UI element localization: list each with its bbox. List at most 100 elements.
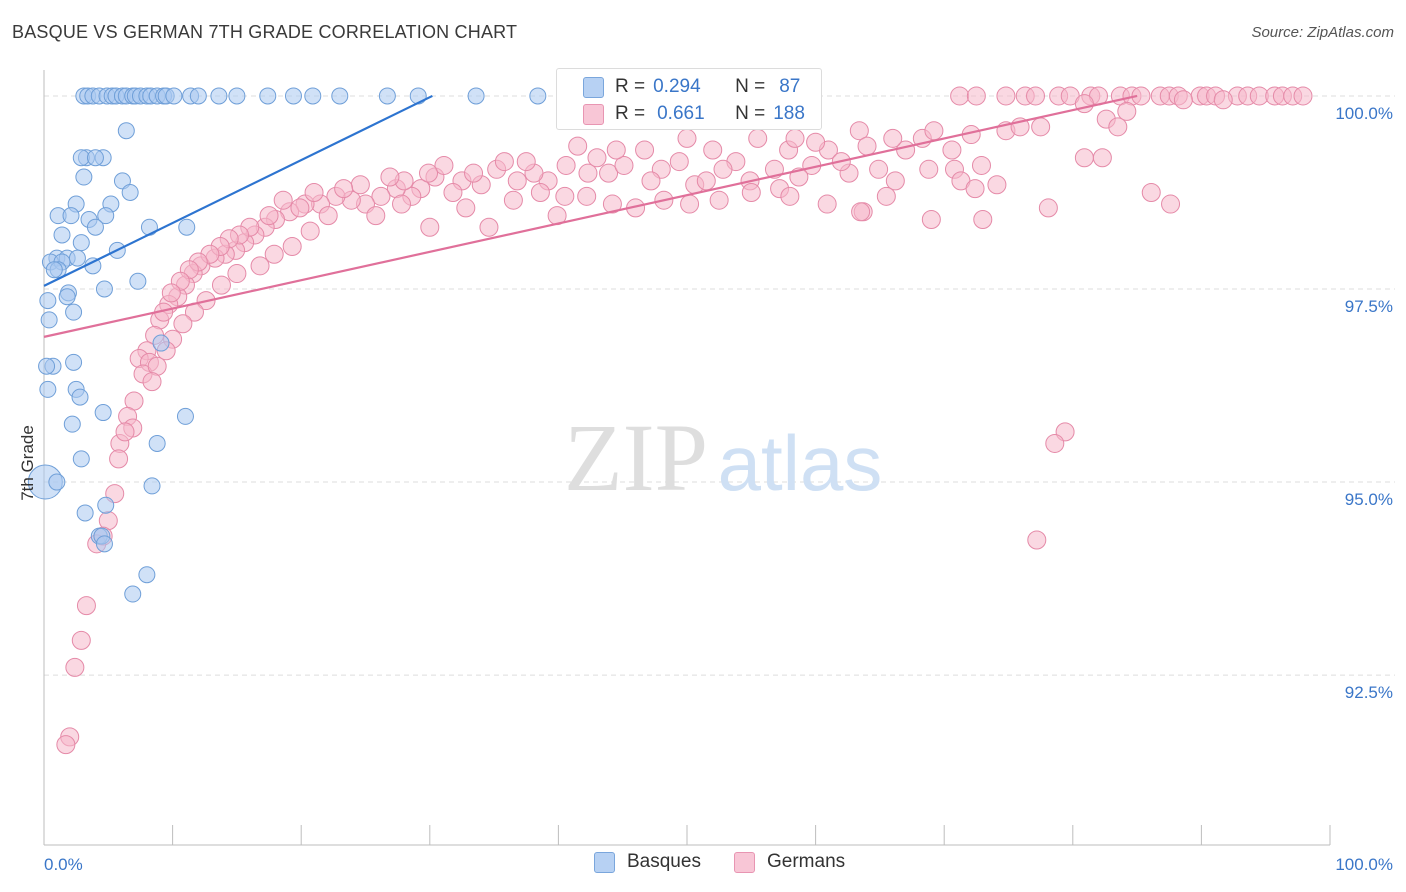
basques-point: [48, 473, 66, 491]
germans-point: [965, 179, 985, 199]
basques-point: [117, 122, 135, 140]
germans-point: [713, 159, 733, 179]
germans-point: [599, 163, 619, 183]
germans-trendline: [43, 94, 1138, 338]
y-tick-label-0: 100.0%: [1335, 104, 1393, 123]
germans-point: [1131, 86, 1151, 106]
germans-point: [748, 128, 768, 148]
basques-point: [165, 87, 183, 105]
germans-point: [578, 163, 598, 183]
watermark-zip: ZIP: [564, 404, 708, 511]
basques-point: [228, 87, 246, 105]
germans-point: [885, 171, 905, 191]
germans-point: [264, 244, 284, 264]
x-tick-label-1: 100.0%: [1335, 855, 1393, 874]
germans-point: [56, 735, 76, 755]
germans-point: [392, 194, 412, 214]
basques-point: [71, 388, 89, 406]
germans-r-value: 0.661: [657, 103, 705, 124]
germans-point: [876, 186, 896, 206]
basques-trendline: [43, 94, 433, 287]
basques-point: [148, 434, 166, 452]
basques-point: [45, 261, 63, 279]
trendlines: [43, 94, 1138, 338]
germans-point: [614, 155, 634, 175]
watermark: ZIP atlas: [564, 404, 882, 511]
germans-point: [996, 86, 1016, 106]
germans-point: [290, 198, 310, 218]
germans-point: [530, 182, 550, 202]
basques-point: [63, 415, 81, 433]
y-axis-label: 7th Grade: [18, 425, 37, 501]
germans-point: [259, 206, 279, 226]
germans-point: [1026, 86, 1046, 106]
germans-point: [1074, 148, 1094, 168]
germans-point: [443, 182, 463, 202]
germans-n-value: 188: [773, 103, 805, 124]
basques-point: [38, 357, 56, 375]
germans-n-label: N =: [735, 103, 766, 124]
germans-point: [456, 198, 476, 218]
germans-point: [780, 186, 800, 206]
y-tick-label-1: 97.5%: [1345, 297, 1393, 316]
stats-legend: R = 0.294 N = 87 R = 0.661 N = 188: [556, 68, 822, 130]
source-label: Source: ZipAtlas.com: [1251, 24, 1394, 41]
tick-labels: 100.0% 97.5% 95.0% 92.5% 0.0% 100.0%: [44, 104, 1393, 874]
germans-point: [602, 194, 622, 214]
legend-item-germans[interactable]: Germans: [734, 851, 845, 873]
basques-point: [94, 404, 112, 422]
germans-point: [161, 283, 181, 303]
basques-point: [58, 288, 76, 306]
germans-point: [420, 217, 440, 237]
germans-point: [703, 140, 723, 160]
basques-point: [65, 353, 83, 371]
basques-point: [529, 87, 547, 105]
germans-point: [741, 182, 761, 202]
basques-r-value: 0.294: [653, 76, 701, 97]
legend-basques-swatch: [594, 851, 615, 873]
germans-point: [635, 140, 655, 160]
germans-point: [883, 128, 903, 148]
germans-point: [851, 202, 871, 222]
germans-point: [304, 182, 324, 202]
germans-point: [334, 179, 354, 199]
basques-points: [27, 87, 547, 603]
legend-germans-swatch: [734, 851, 755, 873]
basques-point: [72, 234, 90, 252]
basques-point: [86, 218, 104, 236]
germans-point: [641, 171, 661, 191]
germans-r-label: R =: [615, 103, 646, 124]
germans-point: [516, 152, 536, 172]
basques-point: [176, 407, 194, 425]
basques-point: [121, 183, 139, 201]
germans-point: [1038, 198, 1058, 218]
basques-point: [75, 168, 93, 186]
basques-r-label: R =: [615, 76, 646, 97]
y-tick-label-2: 95.0%: [1345, 490, 1393, 509]
germans-point: [924, 121, 944, 141]
basques-point: [467, 87, 485, 105]
germans-point: [142, 372, 162, 392]
germans-point: [973, 210, 993, 229]
germans-swatch: [583, 104, 604, 125]
germans-point: [709, 190, 729, 210]
germans-point: [556, 155, 576, 175]
basques-swatch: [583, 77, 604, 98]
germans-point: [921, 210, 941, 229]
germans-point: [919, 159, 939, 179]
germans-point: [1108, 117, 1128, 137]
basques-point: [68, 249, 86, 267]
basques-point: [178, 218, 196, 236]
legend-item-basques[interactable]: Basques: [594, 851, 701, 873]
germans-point: [849, 121, 869, 141]
basques-point: [65, 303, 83, 321]
germans-point: [173, 314, 193, 334]
basques-point: [95, 280, 113, 298]
germans-point: [1141, 182, 1161, 202]
germans-point: [1161, 194, 1181, 214]
germans-point: [371, 186, 391, 206]
germans-point: [479, 217, 499, 237]
basques-n-value: 87: [779, 76, 801, 97]
germans-point: [227, 264, 247, 284]
